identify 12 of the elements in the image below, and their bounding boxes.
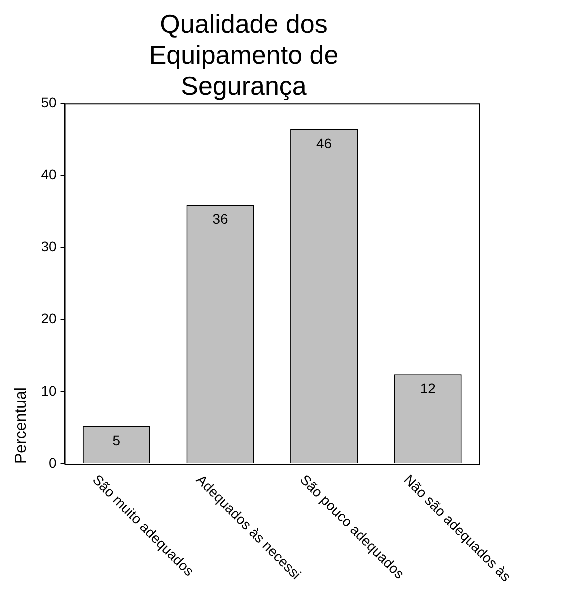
y-axis-title: Percentual (13, 388, 30, 464)
y-tick-label: 40 (41, 166, 57, 183)
chart-title: Qualidade dos Equipamento de Segurança (149, 8, 339, 102)
data-label: 5 (112, 432, 121, 448)
data-label: 46 (316, 135, 332, 152)
y-tick-label: 30 (41, 238, 57, 255)
y-tick-label: 20 (41, 310, 57, 327)
y-tick-label: 50 (41, 94, 57, 110)
data-label: 36 (212, 211, 228, 228)
y-tick-label: 0 (48, 454, 57, 471)
data-label: 12 (420, 380, 436, 396)
y-tick-label: 10 (41, 382, 57, 399)
